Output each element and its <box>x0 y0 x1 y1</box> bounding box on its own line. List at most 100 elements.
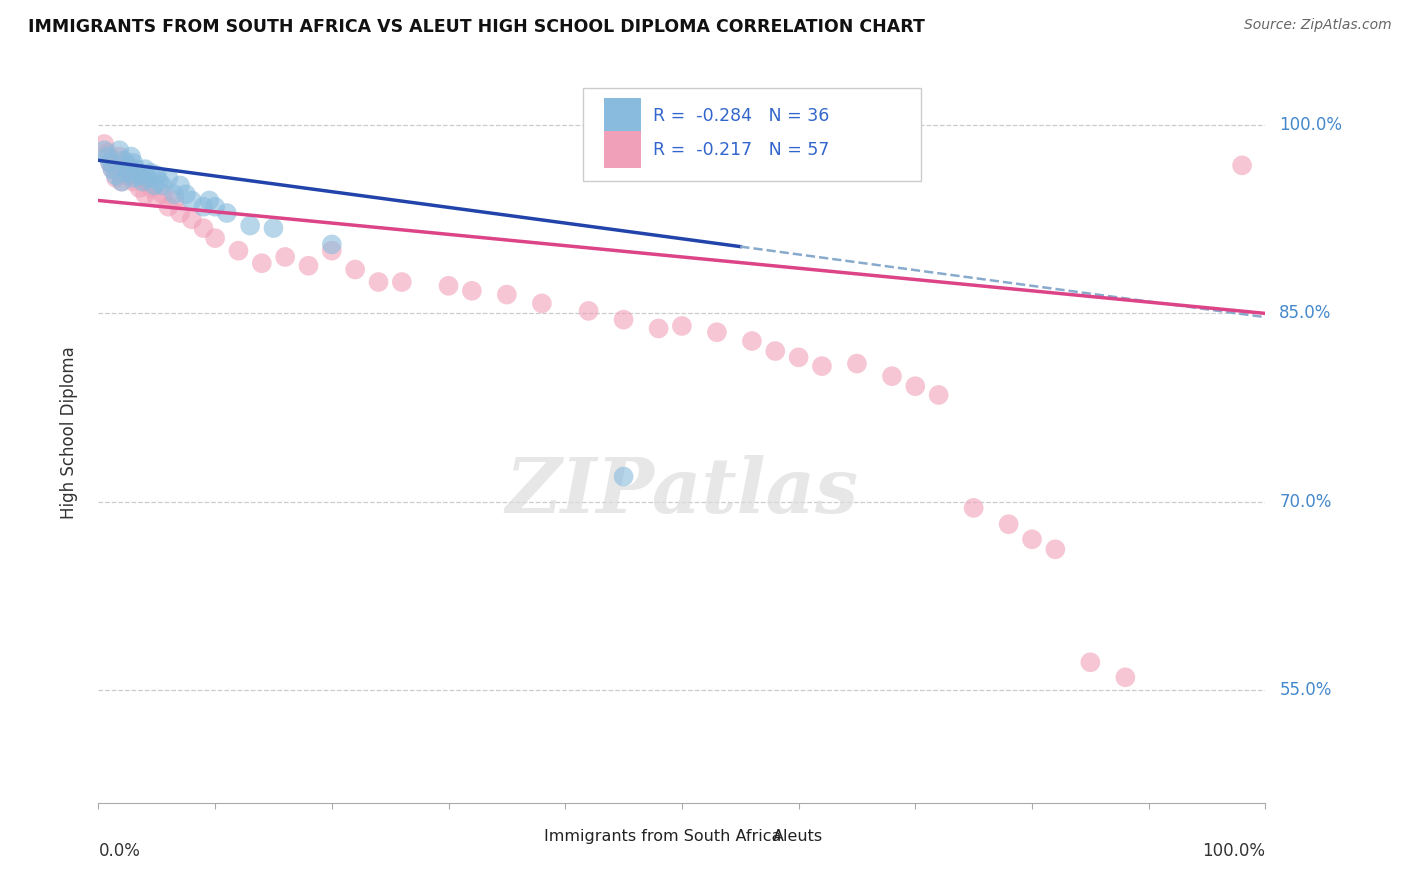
Point <box>741 334 763 348</box>
Point <box>928 388 950 402</box>
Point <box>122 175 145 189</box>
Y-axis label: High School Diploma: High School Diploma <box>59 346 77 519</box>
Point <box>139 181 162 195</box>
Text: R =  -0.284   N = 36: R = -0.284 N = 36 <box>652 108 830 126</box>
Point <box>134 187 156 202</box>
Point <box>108 143 131 157</box>
Point <box>962 500 984 515</box>
Point <box>143 178 166 193</box>
Point <box>125 162 148 177</box>
Point <box>647 321 669 335</box>
Text: 100.0%: 100.0% <box>1202 842 1265 860</box>
Point <box>112 156 135 170</box>
Point <box>120 162 142 177</box>
Text: 55.0%: 55.0% <box>1279 681 1331 698</box>
FancyBboxPatch shape <box>582 88 921 181</box>
Point <box>117 166 139 180</box>
Point <box>101 162 124 177</box>
Text: 100.0%: 100.0% <box>1279 116 1343 134</box>
Text: 85.0%: 85.0% <box>1279 304 1331 322</box>
Point <box>152 178 174 193</box>
Point <box>997 517 1019 532</box>
Text: Source: ZipAtlas.com: Source: ZipAtlas.com <box>1244 18 1392 32</box>
Text: IMMIGRANTS FROM SOUTH AFRICA VS ALEUT HIGH SCHOOL DIPLOMA CORRELATION CHART: IMMIGRANTS FROM SOUTH AFRICA VS ALEUT HI… <box>28 18 925 36</box>
Point <box>530 296 553 310</box>
Point <box>104 169 127 183</box>
Point <box>1021 533 1043 547</box>
Point <box>215 206 238 220</box>
Point <box>120 150 142 164</box>
Point <box>344 262 367 277</box>
Point <box>204 231 226 245</box>
Point <box>174 187 197 202</box>
Point <box>198 194 221 208</box>
Point <box>157 170 180 185</box>
Text: 0.0%: 0.0% <box>98 842 141 860</box>
Point <box>122 156 145 170</box>
FancyBboxPatch shape <box>727 827 766 845</box>
Point <box>880 369 903 384</box>
Point <box>1230 158 1253 172</box>
Point <box>321 244 343 258</box>
Point <box>461 284 484 298</box>
Point <box>134 162 156 177</box>
Point <box>128 169 150 183</box>
Point <box>1080 655 1102 669</box>
Point <box>157 200 180 214</box>
Point <box>262 221 284 235</box>
Text: R =  -0.217   N = 57: R = -0.217 N = 57 <box>652 141 830 159</box>
Point <box>250 256 273 270</box>
Point <box>98 156 121 170</box>
Text: Immigrants from South Africa: Immigrants from South Africa <box>544 829 782 844</box>
Point <box>148 175 170 189</box>
Point <box>239 219 262 233</box>
Text: ZIPatlas: ZIPatlas <box>505 455 859 529</box>
Point <box>706 325 728 339</box>
Point <box>391 275 413 289</box>
Point <box>612 312 634 326</box>
Point <box>139 166 162 180</box>
Point <box>437 278 460 293</box>
Point <box>108 150 131 164</box>
Point <box>612 469 634 483</box>
Point <box>193 200 215 214</box>
Point <box>136 170 159 185</box>
Point <box>132 170 155 185</box>
Point <box>111 175 134 189</box>
Point <box>101 162 124 177</box>
Point <box>117 158 139 172</box>
Point <box>274 250 297 264</box>
FancyBboxPatch shape <box>603 131 641 168</box>
Point <box>1114 670 1136 684</box>
Point <box>763 344 786 359</box>
Point <box>163 194 186 208</box>
Point <box>128 181 150 195</box>
Point <box>136 175 159 189</box>
Point <box>97 150 120 164</box>
FancyBboxPatch shape <box>499 827 538 845</box>
Point <box>180 194 202 208</box>
Point <box>117 169 139 183</box>
Point <box>97 145 120 160</box>
Point <box>297 259 319 273</box>
Point <box>204 200 226 214</box>
Point <box>787 351 810 365</box>
Point <box>152 187 174 202</box>
Point <box>845 357 868 371</box>
Point <box>93 136 115 151</box>
Point <box>104 170 127 185</box>
Point <box>98 156 121 170</box>
Point <box>169 178 191 193</box>
Point <box>578 304 600 318</box>
Text: 70.0%: 70.0% <box>1279 492 1331 510</box>
Point <box>180 212 202 227</box>
Point <box>125 169 148 183</box>
Point <box>163 187 186 202</box>
Point <box>811 359 834 373</box>
Point <box>93 143 115 157</box>
Text: Aleuts: Aleuts <box>773 829 823 844</box>
Point <box>671 318 693 333</box>
Point <box>112 153 135 168</box>
Point <box>495 287 517 301</box>
Point <box>146 191 169 205</box>
